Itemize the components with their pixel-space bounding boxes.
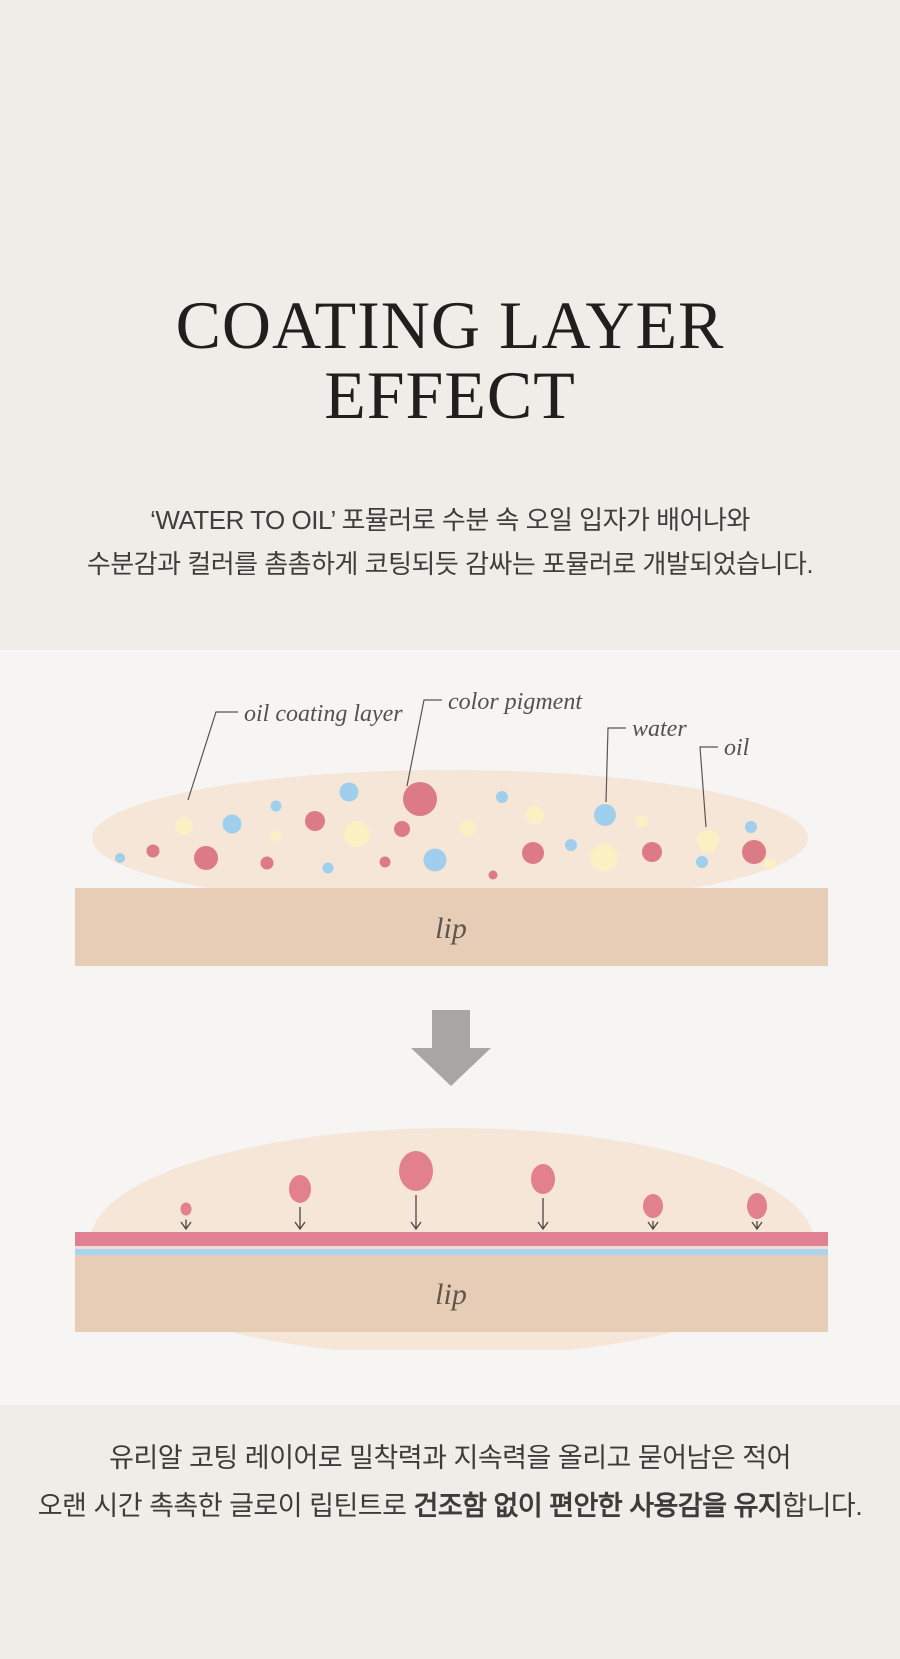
particle-dots-layer (115, 782, 776, 880)
oil-particle (459, 819, 477, 837)
oil-particle (590, 844, 618, 872)
water-particle (322, 862, 334, 874)
intro-line-2: 수분감과 컬러를 촘촘하게 코팅되듯 감싸는 포뮬러로 개발되었습니다. (86, 549, 814, 579)
pigment-particle (488, 870, 498, 880)
oil-particle (764, 858, 776, 870)
water-particle (696, 856, 708, 868)
pigment-particle (260, 856, 274, 870)
outro-line-1: 유리알 코팅 레이어로 밀착력과 지속력을 올리고 묻어남은 적어 (109, 1443, 791, 1473)
pigment-particle (146, 844, 160, 858)
outro-paragraph: 유리알 코팅 레이어로 밀착력과 지속력을 올리고 묻어남은 적어 오랜 시간 … (0, 1434, 900, 1530)
drop-arrowhead (751, 1221, 763, 1231)
pigment-particle (522, 842, 544, 864)
lip-bar (75, 1255, 828, 1332)
pigment-particle (642, 842, 662, 862)
water-particle (339, 782, 359, 802)
lip-label: lip (435, 912, 467, 945)
water-particle (594, 804, 616, 826)
water-particle (222, 814, 242, 834)
settling-pigments-layer (180, 1151, 767, 1231)
intro-section (0, 0, 900, 650)
leader-line-oil-coating-layer (187, 711, 238, 801)
label-oil-coating-layer: oil coating layer (244, 701, 403, 727)
label-water: water (632, 716, 687, 742)
lip-bar (75, 888, 828, 966)
pigment-particle (742, 840, 766, 864)
coating-result-diagram: lip (75, 1128, 828, 1350)
oil-particle (697, 830, 719, 852)
coating-layer-diagram: lip oil coating layer color pigment wate… (75, 689, 828, 966)
drop-arrowhead (647, 1221, 659, 1231)
pigment-particle (305, 811, 325, 831)
water-stripe (75, 1249, 828, 1255)
pigment-particle (394, 821, 410, 837)
page-title: COATING LAYER EFFECT (0, 290, 900, 430)
water-particle (423, 848, 447, 872)
oil-particle (270, 830, 282, 842)
intro-paragraph: ‘WATER TO OIL’ 포뮬러로 수분 속 오일 입자가 배어나와 수분감… (0, 498, 900, 586)
drop-arrowhead (537, 1221, 549, 1231)
lip-label: lip (435, 1278, 467, 1311)
oil-particle (344, 821, 370, 847)
drop-arrowhead (180, 1221, 192, 1231)
down-arrow-icon (411, 1010, 491, 1086)
pigment-particle (403, 782, 437, 816)
pigment-drop (531, 1164, 555, 1194)
water-particle (745, 821, 757, 833)
drop-arrowhead (294, 1221, 306, 1231)
pigment-drop (643, 1194, 663, 1218)
outro-line-2-bold: 건조함 없이 편안한 사용감을 유지 (413, 1491, 783, 1521)
label-color-pigment: color pigment (448, 689, 583, 715)
water-particle (115, 853, 125, 863)
outro-line-2-suffix: 합니다. (782, 1491, 863, 1521)
oil-particle (636, 815, 648, 827)
outro-line-2: 오랜 시간 촉촉한 글로이 립틴트로 건조함 없이 편안한 사용감을 유지합니다… (0, 1482, 900, 1530)
water-particle (565, 839, 577, 851)
down-arrow-shape (411, 1010, 491, 1086)
stripe-gap (75, 1246, 828, 1249)
oil-particle (526, 806, 544, 824)
pigment-particle (194, 846, 218, 870)
oil-particle (175, 817, 193, 835)
outro-section (0, 1405, 900, 1659)
pigment-drop (180, 1202, 192, 1216)
drop-arrowhead (410, 1221, 422, 1231)
leader-line-oil (699, 746, 718, 828)
pigment-drop (289, 1175, 311, 1203)
pigment-particle (379, 856, 391, 868)
label-oil: oil (724, 735, 750, 761)
outro-line-2-prefix: 오랜 시간 촉촉한 글로이 립틴트로 (37, 1491, 414, 1521)
intro-line-1: ‘WATER TO OIL’ 포뮬러로 수분 속 오일 입자가 배어나와 (150, 505, 750, 535)
water-particle (270, 800, 282, 812)
leader-line-water (605, 727, 626, 803)
title-line-1: COATING LAYER (175, 287, 725, 363)
pigment-stripe (75, 1232, 828, 1246)
leader-line-color-pigment (406, 699, 442, 787)
pigment-drop (747, 1193, 767, 1219)
pigment-drop (399, 1151, 433, 1191)
water-particle (496, 791, 508, 803)
title-line-2: EFFECT (324, 357, 576, 433)
